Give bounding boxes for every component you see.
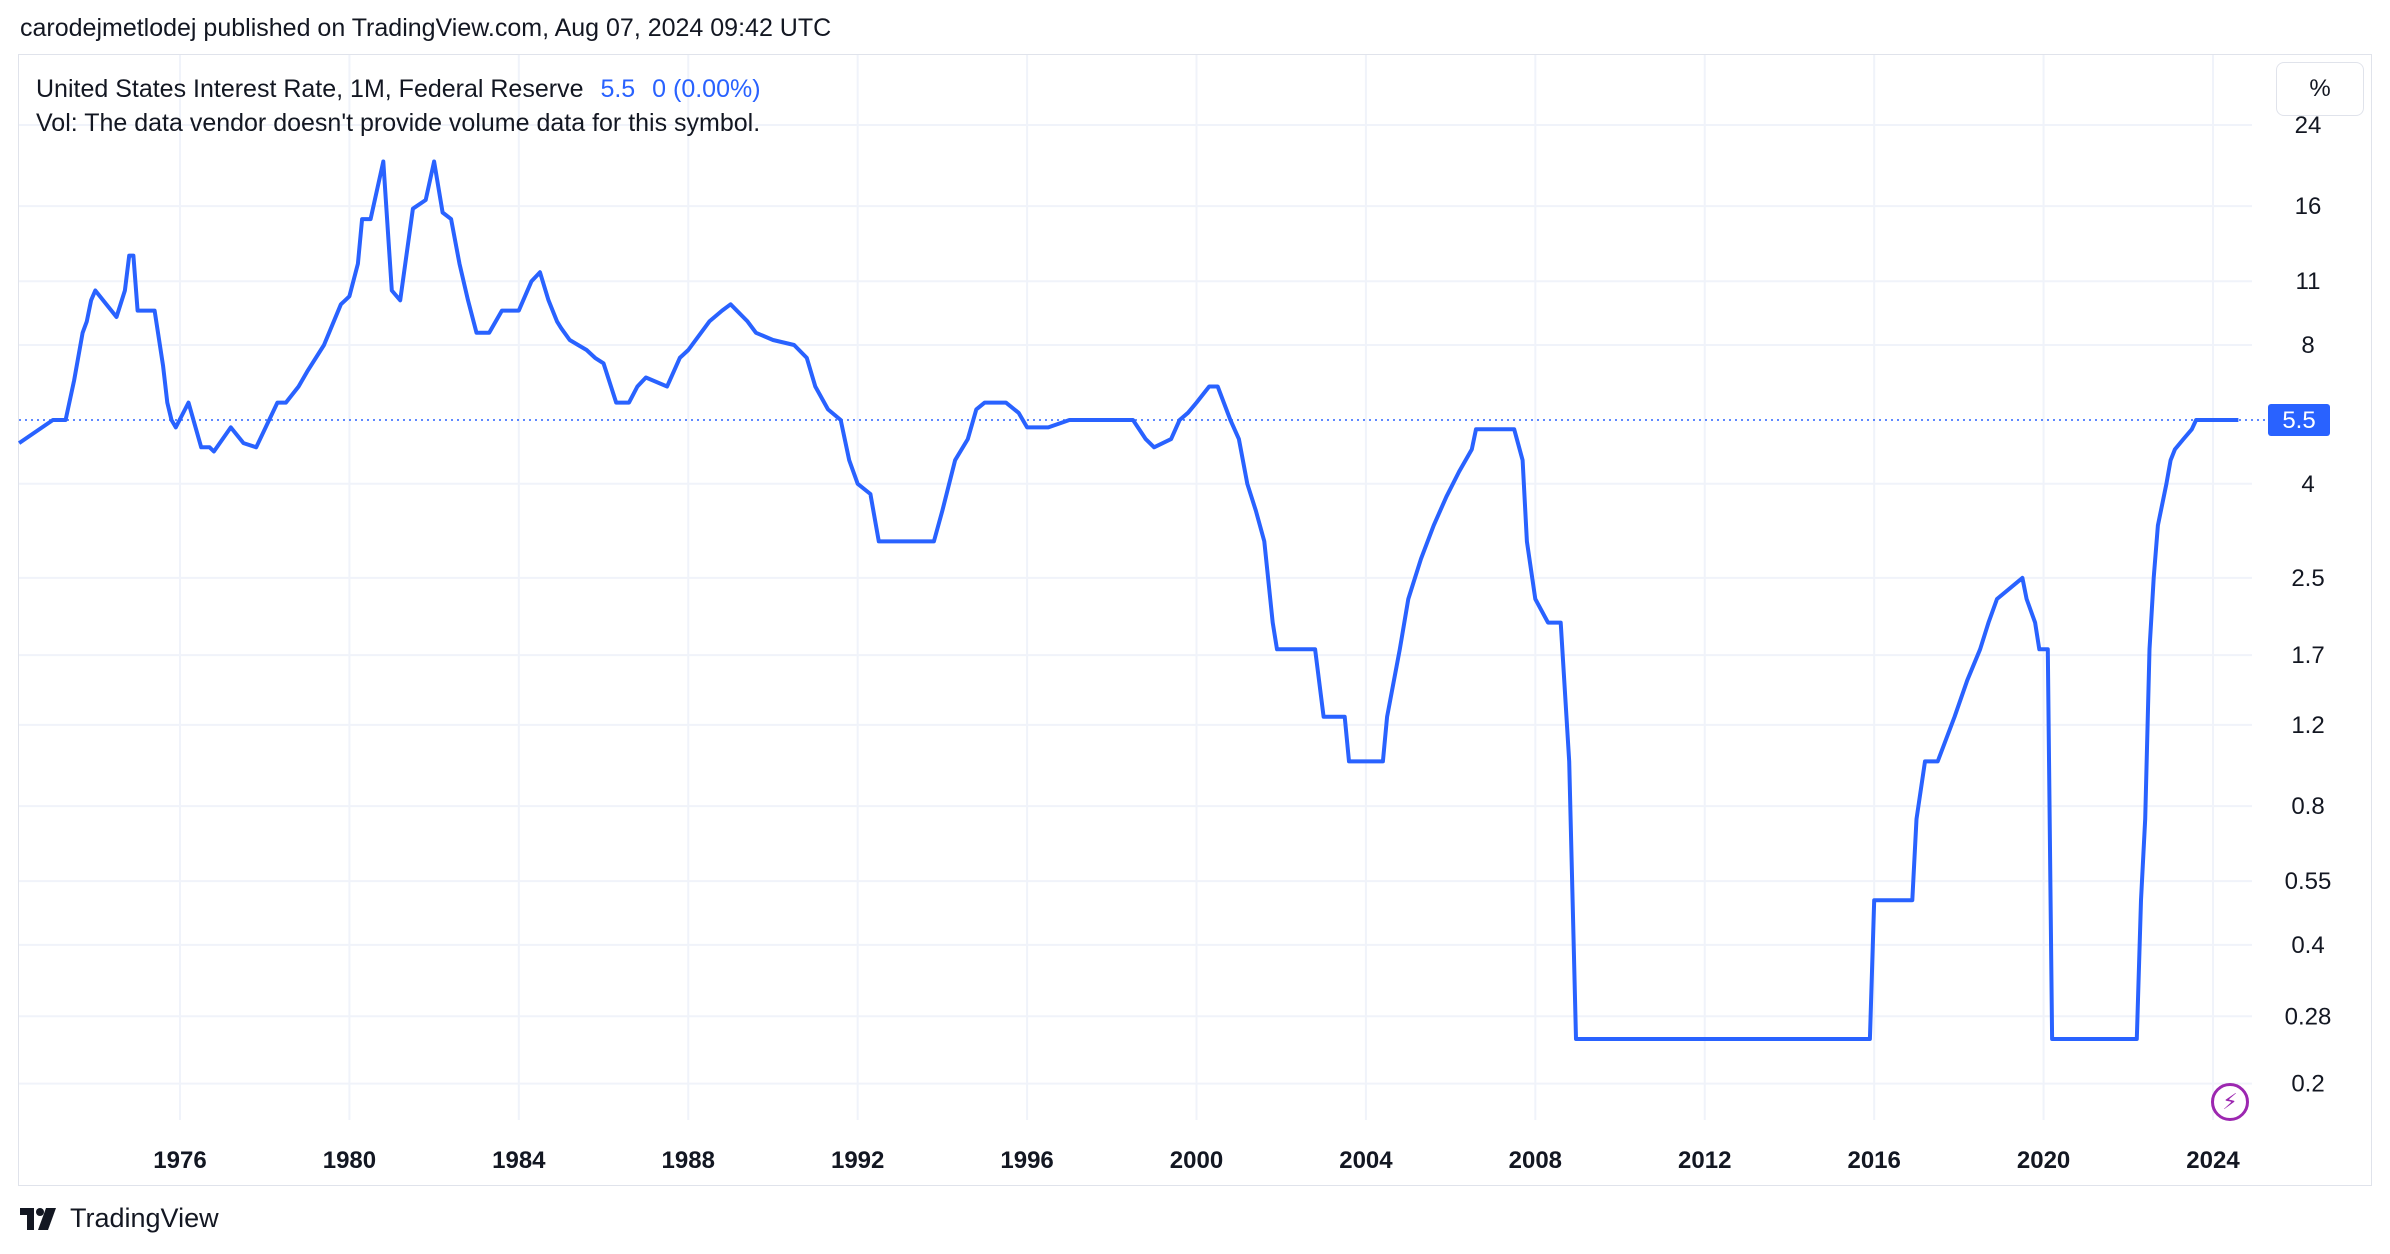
x-tick-label: 2004 bbox=[1339, 1147, 1393, 1174]
lightning-bolt-icon[interactable]: ⚡ bbox=[2211, 1083, 2249, 1121]
publish-info: carodejmetlodej published on TradingView… bbox=[20, 14, 832, 42]
y-tick-label: 11 bbox=[2296, 268, 2321, 295]
y-tick-label: 24 bbox=[2295, 112, 2322, 139]
y-tick-label: 0.28 bbox=[2285, 1003, 2332, 1030]
series-group bbox=[17, 159, 2239, 1041]
brand-name: TradingView bbox=[70, 1203, 219, 1233]
y-tick-label: 0.8 bbox=[2291, 793, 2324, 820]
chart-legend: United States Interest Rate, 1M, Federal… bbox=[36, 72, 761, 140]
x-tick-label: 2000 bbox=[1170, 1147, 1223, 1174]
y-tick-label: 2.5 bbox=[2291, 565, 2324, 592]
x-tick-label: 1984 bbox=[492, 1147, 546, 1174]
volume-note: Vol: The data vendor doesn't provide vol… bbox=[36, 109, 761, 137]
y-tick-label: 0.2 bbox=[2291, 1071, 2324, 1098]
last-value-tag: 5.5 bbox=[2268, 404, 2330, 436]
x-tick-label: 1988 bbox=[662, 1147, 715, 1174]
y-tick-label: 4 bbox=[2301, 471, 2314, 498]
x-axis-labels: 1976 1980 1984 1988 1992 1996 2000 2004 2008 2012… bbox=[153, 1147, 2240, 1174]
x-tick-label: 2008 bbox=[1509, 1147, 1562, 1174]
x-tick-label: 1976 bbox=[153, 1147, 206, 1174]
last-value-tag-box bbox=[2268, 404, 2330, 436]
x-tick-label: 1996 bbox=[1000, 1147, 1053, 1174]
tradingview-logo-icon bbox=[20, 1207, 56, 1230]
x-tick-label: 1980 bbox=[323, 1147, 376, 1174]
symbol-name[interactable]: United States Interest Rate, 1M, Federal… bbox=[36, 75, 584, 103]
y-tick-label: 16 bbox=[2295, 193, 2322, 220]
grid-lines bbox=[19, 55, 2268, 1120]
legend-line: United States Interest Rate, 1M, Federal… bbox=[36, 72, 761, 106]
unit-button[interactable]: % bbox=[2276, 62, 2364, 116]
y-tick-label: 1.2 bbox=[2291, 712, 2324, 739]
y-axis-labels: 0.2 0.28 0.4 0.55 0.8 1.2 1.7 2.5 4 8 11 16 24 bbox=[2285, 112, 2332, 1098]
chart-frame bbox=[18, 54, 2372, 1186]
x-tick-label: 1992 bbox=[831, 1147, 884, 1174]
last-value: 5.5 bbox=[600, 75, 636, 103]
x-tick-label: 2012 bbox=[1678, 1147, 1731, 1174]
last-value-tag-text: 5.5 bbox=[2282, 407, 2315, 434]
value-change: 0 (0.00%) bbox=[652, 75, 761, 103]
y-tick-label: 8 bbox=[2301, 332, 2314, 359]
x-tick-label: 2016 bbox=[1847, 1147, 1900, 1174]
x-tick-label: 2024 bbox=[2186, 1147, 2240, 1174]
series-line bbox=[17, 159, 2239, 1041]
x-tick-label: 2020 bbox=[2017, 1147, 2070, 1174]
y-tick-label: 1.7 bbox=[2291, 642, 2324, 669]
y-tick-label: 0.4 bbox=[2291, 932, 2324, 959]
y-tick-label: 0.55 bbox=[2285, 868, 2332, 895]
footer-brand[interactable]: TradingView bbox=[20, 1203, 219, 1234]
